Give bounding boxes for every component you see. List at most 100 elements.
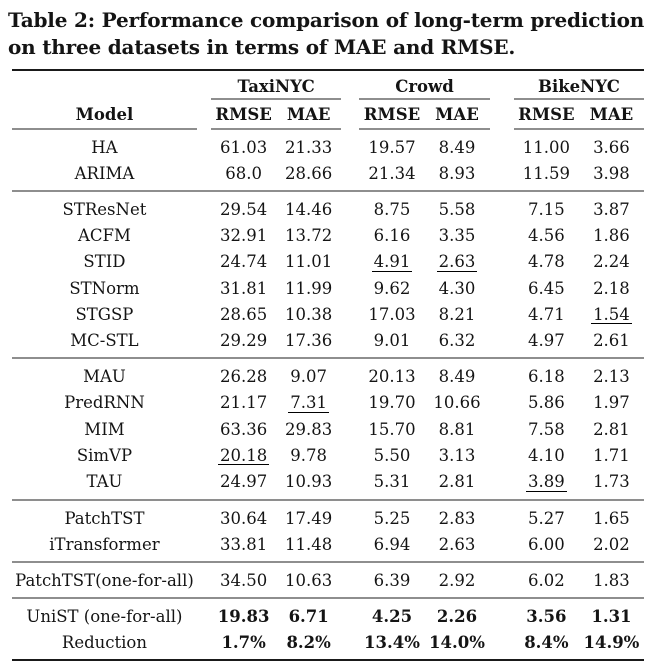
value-cell: 10.38 <box>285 304 333 324</box>
column-gap <box>197 328 211 359</box>
value-cell: 1.86 <box>593 226 630 246</box>
column-gap <box>341 357 360 390</box>
column-gap <box>341 301 359 328</box>
value-cell: 31.81 <box>220 278 268 298</box>
value-cell: 2.13 <box>578 357 644 390</box>
column-gap <box>341 190 360 223</box>
column-gap <box>489 190 514 223</box>
model-cell: Reduction <box>61 632 147 652</box>
value-cell: 8.81 <box>438 419 476 439</box>
table-row: STResNet 29.54 14.46 8.75 5.58 7.15 3.87 <box>12 190 644 223</box>
column-gap <box>490 629 514 660</box>
value-cell: 3.87 <box>578 190 644 223</box>
value-cell: 5.50 <box>373 445 411 465</box>
table-row: iTransformer 33.81 11.48 6.94 2.63 6.00 2.02 <box>12 531 644 562</box>
value-cell: 9.01 <box>373 331 411 351</box>
value-cell: 17.36 <box>285 331 333 351</box>
col-header-taxinyc-rmse: RMSE <box>211 99 277 131</box>
model-cell: ACFM <box>78 226 131 246</box>
model-cell: STID <box>83 252 126 272</box>
value-cell: 3.89 <box>514 469 579 500</box>
value-cell: 24.97 <box>220 472 268 492</box>
second-best-underline: 1.54 <box>591 304 632 325</box>
value-cell: 4.97 <box>528 331 565 351</box>
value-cell: 1.73 <box>593 472 630 492</box>
column-gap <box>341 161 359 192</box>
value-cell: 30.64 <box>211 498 277 532</box>
second-best-underline: 20.18 <box>218 445 270 466</box>
column-gap <box>341 442 359 469</box>
value-cell: 4.25 <box>359 596 425 630</box>
value-cell: 13.72 <box>285 226 333 246</box>
model-cell: HA <box>91 138 118 158</box>
column-gap <box>490 129 514 161</box>
column-gap <box>341 560 360 598</box>
value-cell: 14.0% <box>429 632 485 652</box>
value-cell: 2.81 <box>593 419 630 439</box>
column-gap <box>489 498 514 532</box>
value-cell: 19.70 <box>368 393 416 413</box>
second-best-underline: 7.31 <box>288 393 330 413</box>
column-gap <box>197 275 211 301</box>
value-cell: 1.54 <box>579 301 644 328</box>
value-cell: 10.66 <box>433 393 481 413</box>
value-cell: 3.66 <box>593 138 630 158</box>
group-header-crowd: Crowd <box>359 70 490 101</box>
value-cell: 32.91 <box>220 226 268 246</box>
column-gap <box>490 161 514 192</box>
column-gap <box>341 531 359 562</box>
value-cell: 19.83 <box>211 596 277 630</box>
value-cell: 29.54 <box>211 190 277 223</box>
column-gap <box>197 249 211 276</box>
value-cell: 4.91 <box>359 249 424 276</box>
column-gap <box>490 531 514 562</box>
value-cell: 9.62 <box>373 278 411 298</box>
table-row: SimVP 20.18 9.78 5.50 3.13 4.10 1.71 <box>12 442 644 469</box>
column-gap <box>490 416 514 442</box>
column-gap <box>196 357 212 390</box>
column-gap <box>490 328 514 359</box>
value-cell: 1.83 <box>578 560 644 598</box>
value-cell: 1.65 <box>578 498 644 532</box>
column-gap <box>341 416 359 442</box>
value-cell: 6.39 <box>359 560 425 598</box>
value-cell: 7.58 <box>528 419 565 439</box>
value-cell: 2.61 <box>593 331 630 351</box>
model-cell: MC-STL <box>70 331 139 351</box>
value-cell: 10.93 <box>285 472 333 492</box>
column-gap <box>341 629 359 660</box>
column-gap <box>490 301 514 328</box>
value-cell: 6.32 <box>438 331 476 351</box>
table-row: PredRNN 21.17 7.31 19.70 10.66 5.86 1.97 <box>12 390 644 417</box>
value-cell: 21.33 <box>285 138 333 158</box>
value-cell: 29.29 <box>220 331 268 351</box>
group-header-row: TaxiNYC Crowd BikeNYC <box>12 70 644 101</box>
group-header-taxinyc: TaxiNYC <box>211 70 342 101</box>
value-cell: 1.97 <box>593 393 630 413</box>
table-row: STGSP 28.65 10.38 17.03 8.21 4.71 1.54 <box>12 301 644 328</box>
value-cell: 8.93 <box>438 164 476 184</box>
model-cell: STResNet <box>12 190 197 223</box>
model-cell: ARIMA <box>74 164 135 184</box>
value-cell: 2.02 <box>593 534 630 554</box>
column-gap <box>196 190 212 223</box>
value-cell: 5.25 <box>359 498 425 532</box>
column-gap <box>341 328 359 359</box>
column-gap <box>197 531 211 562</box>
performance-table: TaxiNYC Crowd BikeNYC Model RMSE MAE RMSE MAE RM… <box>12 69 644 661</box>
column-gap <box>341 596 360 630</box>
column-gap <box>197 301 211 328</box>
column-gap <box>489 560 514 598</box>
value-cell: 2.24 <box>593 252 630 272</box>
value-cell: 2.83 <box>424 498 490 532</box>
column-gap <box>341 469 359 500</box>
table-row: PatchTST 30.64 17.49 5.25 2.83 5.27 1.65 <box>12 498 644 532</box>
value-cell: 3.35 <box>438 226 476 246</box>
value-cell: 8.49 <box>424 357 490 390</box>
column-gap <box>341 249 359 276</box>
model-cell: MIM <box>84 419 125 439</box>
table-header: TaxiNYC Crowd BikeNYC Model RMSE MAE RMSE MAE RM… <box>12 70 644 131</box>
value-cell: 6.71 <box>276 596 342 630</box>
value-cell: 34.50 <box>211 560 277 598</box>
col-header-taxinyc-mae: MAE <box>276 99 342 131</box>
